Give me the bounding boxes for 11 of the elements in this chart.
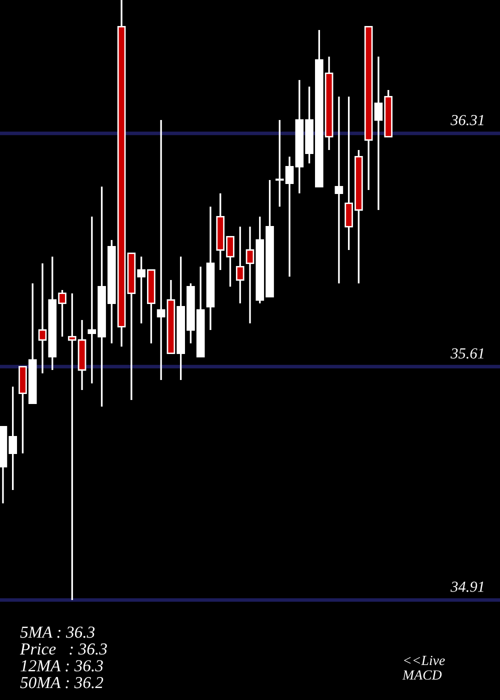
candlestick bbox=[334, 96, 344, 284]
annotation: Price : 36.3 bbox=[20, 643, 107, 655]
annotation: 5MA : 36.3 bbox=[20, 626, 95, 638]
ref-line-label: 34.91 bbox=[450, 582, 484, 592]
candlestick bbox=[236, 226, 244, 304]
candlestick bbox=[156, 119, 166, 381]
ref-line-label: 35.61 bbox=[450, 348, 484, 359]
annotation: 50MA : 36.2 bbox=[20, 676, 104, 688]
annotation: 12MA : 36.3 bbox=[20, 660, 103, 672]
text: <<Live MACD bbox=[402, 656, 445, 680]
ref-line-label: 36.31 bbox=[450, 114, 484, 126]
